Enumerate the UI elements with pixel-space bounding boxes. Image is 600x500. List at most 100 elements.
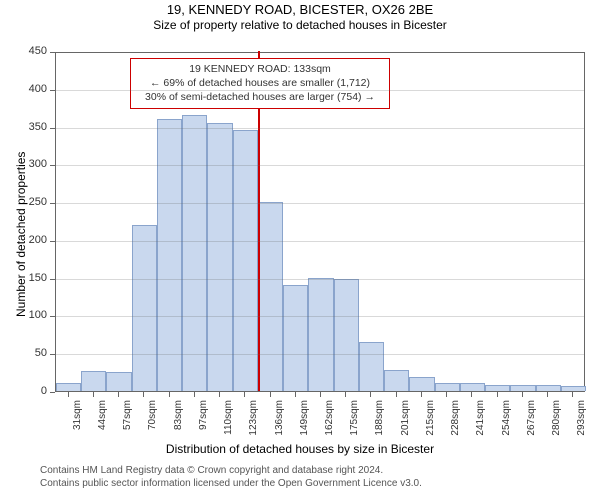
xtick — [118, 392, 119, 397]
xtick — [497, 392, 498, 397]
xtick — [370, 392, 371, 397]
xtick-label: 162sqm — [324, 400, 335, 444]
gridline-h — [55, 128, 585, 129]
histogram-bar — [157, 119, 182, 391]
xtick — [396, 392, 397, 397]
xtick — [270, 392, 271, 397]
ytick — [50, 52, 55, 53]
xtick — [194, 392, 195, 397]
histogram-bar — [207, 123, 232, 391]
xtick-label: 136sqm — [274, 400, 285, 444]
histogram-bar — [460, 383, 485, 391]
xtick — [471, 392, 472, 397]
footer-attribution: Contains HM Land Registry data © Crown c… — [40, 464, 422, 490]
xtick-label: 267sqm — [526, 400, 537, 444]
xtick — [169, 392, 170, 397]
xtick — [446, 392, 447, 397]
histogram-bar — [182, 115, 207, 391]
xtick — [93, 392, 94, 397]
histogram-bar — [334, 279, 359, 391]
marker-annotation: 19 KENNEDY ROAD: 133sqm ← 69% of detache… — [130, 58, 390, 109]
xtick — [295, 392, 296, 397]
gridline-h — [55, 279, 585, 280]
footer-line2: Contains public sector information licen… — [40, 477, 422, 490]
histogram-bar — [561, 386, 586, 391]
ytick-label: 450 — [0, 45, 47, 57]
xtick — [572, 392, 573, 397]
ytick — [50, 90, 55, 91]
histogram-bar — [384, 370, 409, 391]
histogram-bar — [485, 385, 510, 391]
ytick — [50, 128, 55, 129]
xtick-label: 110sqm — [223, 400, 234, 444]
ytick-label: 50 — [0, 347, 47, 359]
gridline-h — [55, 90, 585, 91]
xtick-label: 83sqm — [173, 400, 184, 444]
x-axis-label: Distribution of detached houses by size … — [0, 442, 600, 456]
xtick-label: 123sqm — [248, 400, 259, 444]
ytick-label: 250 — [0, 196, 47, 208]
xtick — [244, 392, 245, 397]
ytick — [50, 279, 55, 280]
xtick-label: 57sqm — [122, 400, 133, 444]
ytick-label: 400 — [0, 83, 47, 95]
ytick-label: 100 — [0, 309, 47, 321]
histogram-bar — [233, 130, 258, 391]
gridline-h — [55, 165, 585, 166]
ytick-label: 350 — [0, 121, 47, 133]
xtick-label: 31sqm — [72, 400, 83, 444]
xtick — [421, 392, 422, 397]
page-subtitle: Size of property relative to detached ho… — [0, 18, 600, 32]
xtick — [219, 392, 220, 397]
ytick-label: 300 — [0, 158, 47, 170]
ytick — [50, 165, 55, 166]
histogram-bar — [56, 383, 81, 391]
page-title: 19, KENNEDY ROAD, BICESTER, OX26 2BE — [0, 2, 600, 17]
histogram-bar — [132, 225, 157, 391]
histogram-bar — [106, 372, 131, 391]
ytick — [50, 354, 55, 355]
xtick — [320, 392, 321, 397]
xtick-label: 280sqm — [551, 400, 562, 444]
xtick-label: 188sqm — [374, 400, 385, 444]
histogram-bar — [308, 278, 333, 391]
ytick-label: 0 — [0, 385, 47, 397]
xtick — [68, 392, 69, 397]
xtick-label: 254sqm — [501, 400, 512, 444]
xtick-label: 97sqm — [198, 400, 209, 444]
gridline-h — [55, 316, 585, 317]
xtick — [547, 392, 548, 397]
ytick — [50, 241, 55, 242]
annotation-line3: 30% of semi-detached houses are larger (… — [137, 90, 383, 104]
annotation-line1: 19 KENNEDY ROAD: 133sqm — [137, 62, 383, 76]
ytick-label: 200 — [0, 234, 47, 246]
xtick-label: 149sqm — [299, 400, 310, 444]
xtick-label: 70sqm — [147, 400, 158, 444]
xtick — [522, 392, 523, 397]
xtick-label: 293sqm — [576, 400, 587, 444]
histogram-bar — [435, 383, 460, 391]
ytick — [50, 392, 55, 393]
xtick — [345, 392, 346, 397]
xtick-label: 228sqm — [450, 400, 461, 444]
gridline-h — [55, 354, 585, 355]
ytick — [50, 203, 55, 204]
gridline-h — [55, 241, 585, 242]
gridline-h — [55, 203, 585, 204]
ytick — [50, 316, 55, 317]
histogram-bar — [536, 385, 561, 391]
histogram-bar — [258, 202, 283, 391]
xtick-label: 201sqm — [400, 400, 411, 444]
xtick-label: 241sqm — [475, 400, 486, 444]
histogram-bar — [409, 377, 434, 391]
histogram-bar — [359, 342, 384, 391]
xtick-label: 175sqm — [349, 400, 360, 444]
ytick-label: 150 — [0, 272, 47, 284]
xtick-label: 44sqm — [97, 400, 108, 444]
histogram-bar — [510, 385, 535, 391]
annotation-line2: ← 69% of detached houses are smaller (1,… — [137, 76, 383, 90]
histogram-bar — [283, 285, 308, 391]
footer-line1: Contains HM Land Registry data © Crown c… — [40, 464, 422, 477]
histogram-bar — [81, 371, 106, 391]
xtick — [143, 392, 144, 397]
